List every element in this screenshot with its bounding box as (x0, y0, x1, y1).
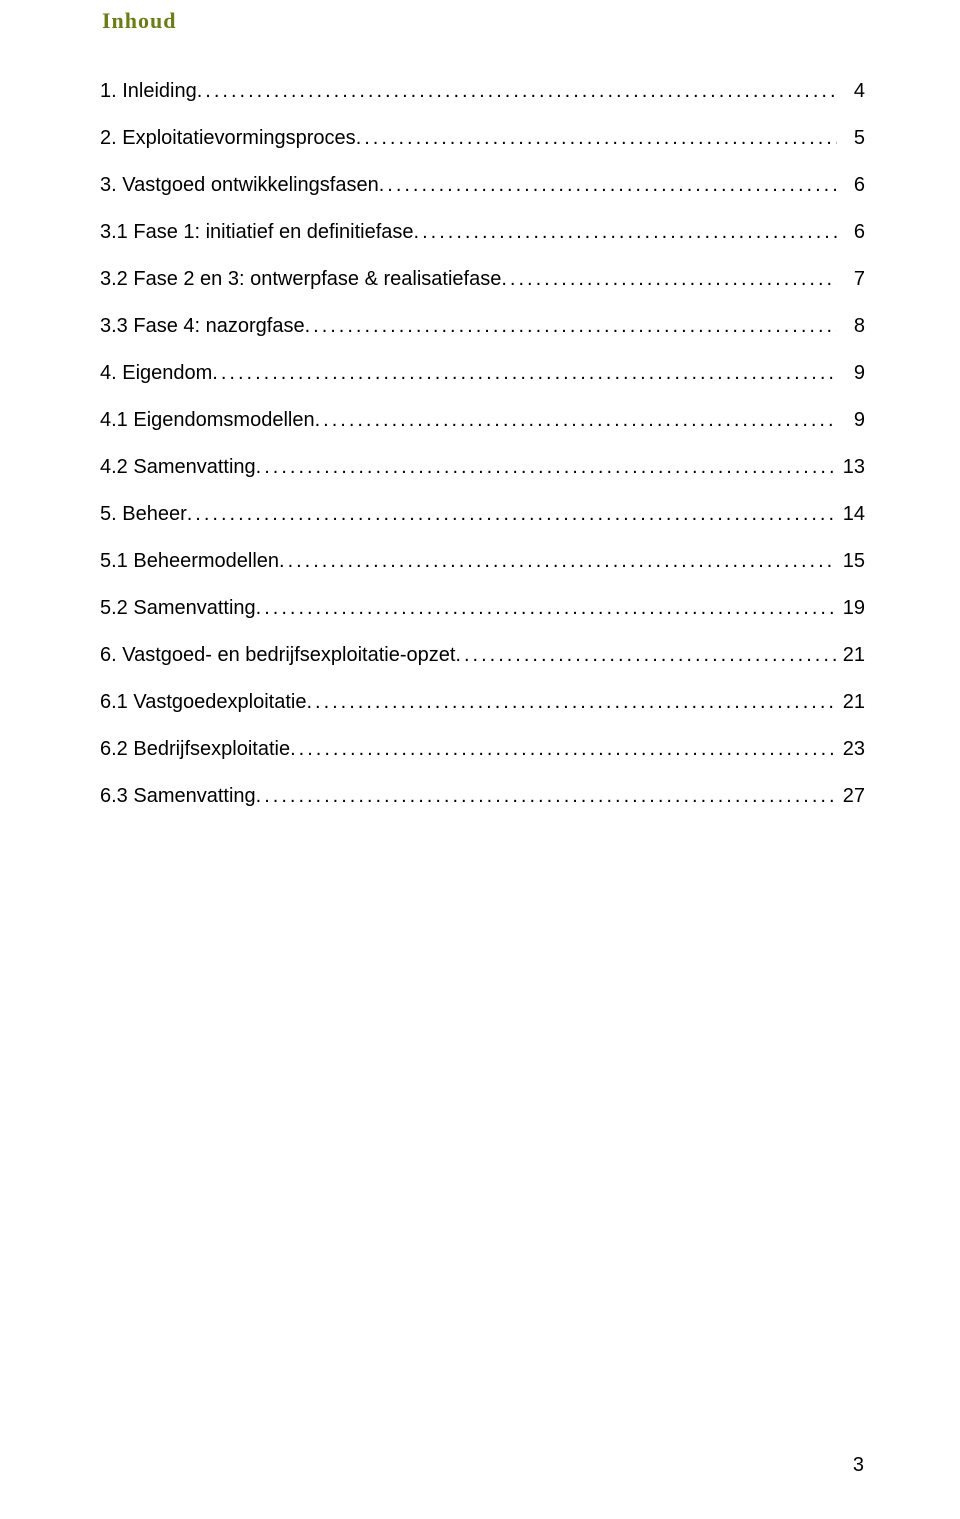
toc-leader-dots (305, 315, 837, 338)
toc-leader-dots (356, 127, 837, 150)
toc-entry: 6.3 Samenvatting 27 (100, 785, 865, 808)
toc-leader-dots (379, 174, 837, 197)
toc-entry: 5. Beheer 14 (100, 503, 865, 526)
toc-entry-page: 19 (837, 597, 865, 620)
toc-entry: 5.1 Beheermodellen 15 (100, 550, 865, 573)
toc-leader-dots (197, 80, 837, 103)
toc-entry-page: 9 (837, 409, 865, 432)
toc-entry-page: 5 (837, 127, 865, 150)
toc-leader-dots (414, 221, 837, 244)
page-container: Inhoud 1. Inleiding 4 2. Exploitatievormi… (0, 0, 960, 808)
toc-entry: 3. Vastgoed ontwikkelingsfasen 6 (100, 174, 865, 197)
toc-leader-dots (212, 362, 837, 385)
toc-entry-label: 5. Beheer (100, 503, 187, 526)
toc-leader-dots (256, 785, 837, 808)
toc-entry-page: 7 (837, 268, 865, 291)
toc-entry-page: 14 (837, 503, 865, 526)
toc-entry-label: 6.3 Samenvatting (100, 785, 256, 808)
toc-entry: 1. Inleiding 4 (100, 80, 865, 103)
toc-entry-page: 21 (837, 644, 865, 667)
toc-leader-dots (279, 550, 837, 573)
toc-entry-label: 1. Inleiding (100, 80, 197, 103)
toc-leader-dots (315, 409, 837, 432)
page-number: 3 (853, 1454, 864, 1477)
toc-entry: 3.1 Fase 1: initiatief en definitiefase … (100, 221, 865, 244)
toc-entry-page: 21 (837, 691, 865, 714)
toc-entry: 3.2 Fase 2 en 3: ontwerpfase & realisati… (100, 268, 865, 291)
toc-leader-dots (306, 691, 837, 714)
toc-entry: 4.2 Samenvatting 13 (100, 456, 865, 479)
toc-entry-page: 4 (837, 80, 865, 103)
toc-leader-dots (187, 503, 837, 526)
toc-list: 1. Inleiding 4 2. Exploitatievormingsproc… (100, 80, 865, 808)
toc-entry: 6.2 Bedrijfsexploitatie 23 (100, 738, 865, 761)
toc-leader-dots (501, 268, 837, 291)
toc-entry-label: 4. Eigendom (100, 362, 212, 385)
toc-entry-label: 3.2 Fase 2 en 3: ontwerpfase & realisati… (100, 268, 501, 291)
toc-entry: 3.3 Fase 4: nazorgfase 8 (100, 315, 865, 338)
toc-entry-page: 27 (837, 785, 865, 808)
toc-title: Inhoud (100, 8, 865, 34)
toc-entry-label: 2. Exploitatievormingsproces (100, 127, 356, 150)
toc-entry-page: 8 (837, 315, 865, 338)
toc-entry-label: 5.2 Samenvatting (100, 597, 256, 620)
toc-entry-label: 6.2 Bedrijfsexploitatie (100, 738, 290, 761)
toc-leader-dots (455, 644, 837, 667)
toc-entry-page: 6 (837, 174, 865, 197)
toc-entry: 6. Vastgoed- en bedrijfsexploitatie-opze… (100, 644, 865, 667)
toc-entry-label: 6.1 Vastgoedexploitatie (100, 691, 306, 714)
toc-entry-label: 3.1 Fase 1: initiatief en definitiefase (100, 221, 414, 244)
toc-entry-label: 3. Vastgoed ontwikkelingsfasen (100, 174, 379, 197)
toc-entry: 6.1 Vastgoedexploitatie 21 (100, 691, 865, 714)
toc-entry-page: 15 (837, 550, 865, 573)
toc-entry-page: 13 (837, 456, 865, 479)
toc-entry: 2. Exploitatievormingsproces 5 (100, 127, 865, 150)
toc-entry-page: 9 (837, 362, 865, 385)
toc-leader-dots (290, 738, 837, 761)
toc-entry-label: 6. Vastgoed- en bedrijfsexploitatie-opze… (100, 644, 455, 667)
toc-leader-dots (256, 597, 837, 620)
toc-entry-label: 5.1 Beheermodellen (100, 550, 279, 573)
toc-leader-dots (256, 456, 837, 479)
toc-entry-label: 4.2 Samenvatting (100, 456, 256, 479)
toc-entry-label: 3.3 Fase 4: nazorgfase (100, 315, 305, 338)
toc-entry: 4.1 Eigendomsmodellen 9 (100, 409, 865, 432)
toc-entry: 5.2 Samenvatting 19 (100, 597, 865, 620)
toc-entry-page: 23 (837, 738, 865, 761)
toc-entry-page: 6 (837, 221, 865, 244)
toc-entry: 4. Eigendom 9 (100, 362, 865, 385)
toc-entry-label: 4.1 Eigendomsmodellen (100, 409, 315, 432)
